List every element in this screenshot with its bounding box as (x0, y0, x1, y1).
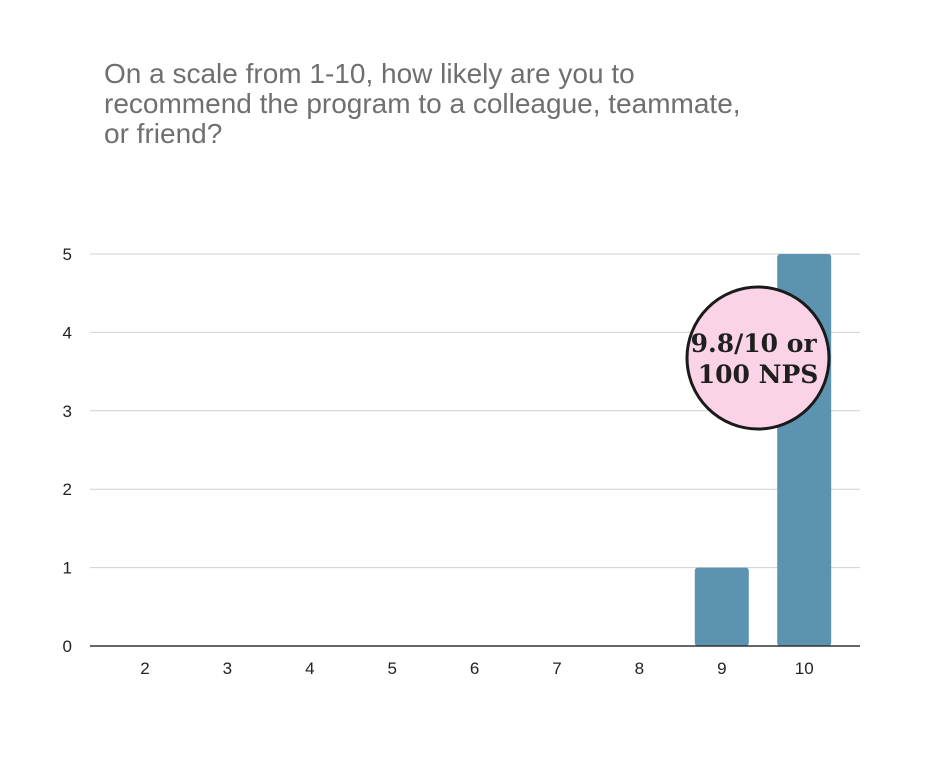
x-tick-label: 2 (140, 659, 149, 678)
x-tick-label: 5 (387, 659, 396, 678)
x-tick-label: 9 (717, 659, 726, 678)
nps-badge: 9.8/10 or 100 NPS (685, 285, 831, 431)
chart-title-line-1: On a scale from 1-10, how likely are you… (104, 58, 635, 89)
y-tick-label: 3 (63, 402, 72, 421)
nps-badge-line-1: 9.8/10 or (691, 329, 818, 358)
y-tick-label: 5 (63, 245, 72, 264)
chart-title-line-3: or friend? (104, 118, 223, 149)
x-tick-label: 6 (470, 659, 479, 678)
y-tick-label: 0 (63, 637, 72, 656)
y-tick-label: 4 (63, 323, 72, 342)
x-tick-label: 10 (795, 659, 814, 678)
x-tick-label: 8 (635, 659, 644, 678)
y-tick-label: 1 (63, 559, 72, 578)
y-tick-label: 2 (63, 480, 72, 499)
x-tick-label: 7 (552, 659, 561, 678)
x-axis-ticks: 2 3 4 5 6 7 8 9 10 (140, 659, 813, 678)
y-axis-ticks: 0 1 2 3 4 5 (63, 245, 72, 656)
chart-title-line-2: recommend the program to a colleague, te… (104, 88, 741, 119)
bar (694, 567, 749, 646)
x-tick-label: 3 (223, 659, 232, 678)
x-tick-label: 4 (305, 659, 314, 678)
nps-badge-circle (685, 285, 831, 431)
nps-badge-text: 9.8/10 or 100 NPS (691, 329, 826, 389)
nps-badge-line-2: 100 NPS (698, 360, 819, 389)
